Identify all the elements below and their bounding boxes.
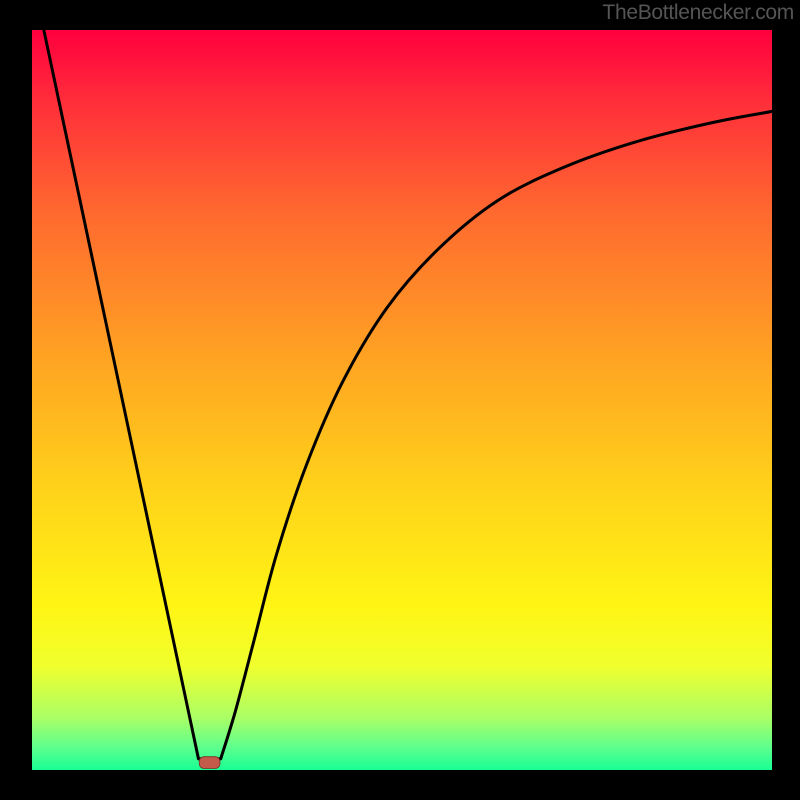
plot-background (32, 30, 772, 770)
minimum-marker (199, 757, 220, 769)
chart-svg (0, 0, 800, 800)
attribution-text: TheBottlenecker.com (602, 0, 800, 25)
